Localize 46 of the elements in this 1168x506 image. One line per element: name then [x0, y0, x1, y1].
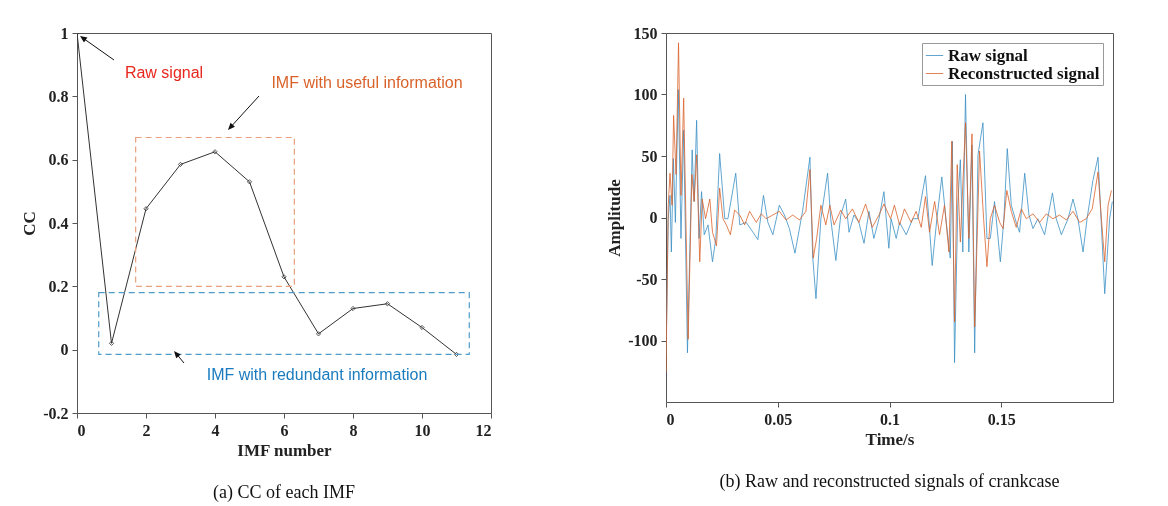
x-tick-label: 4	[211, 421, 220, 439]
y-tick-label: -100	[628, 332, 658, 349]
x-tick-label: 0.05	[764, 410, 793, 428]
y-tick-label: -0.2	[43, 404, 69, 422]
point	[315, 331, 322, 337]
y-tick-label: 150	[633, 24, 658, 42]
x-tick-label: 8	[349, 421, 358, 439]
point	[453, 351, 460, 357]
point	[246, 179, 253, 185]
text: (a) CC of each IMF	[213, 482, 355, 503]
y-tick-label: 0.8	[48, 87, 69, 105]
x-tick-label: 10	[414, 421, 431, 439]
y-tick-label: 1	[60, 24, 69, 42]
y-tick-label: 100	[633, 86, 658, 103]
y-tick-label: 0.6	[48, 151, 69, 169]
annotation: IMF with useful information	[271, 74, 463, 91]
point	[212, 149, 218, 155]
point	[384, 301, 391, 307]
y-tick-label: 0.4	[48, 214, 69, 232]
point	[108, 340, 115, 346]
point	[281, 274, 287, 280]
y-tick-label: 0.2	[48, 277, 69, 295]
x-tick-label: 12	[475, 421, 492, 439]
x-axis-title: IMF number	[237, 440, 333, 460]
x-axis-title: Time/s	[865, 429, 915, 449]
y-tick-label: 0	[649, 209, 658, 226]
y-axis-title: Amplitude	[605, 178, 625, 257]
point	[350, 305, 356, 312]
legend-label: Raw signal	[948, 45, 1029, 65]
point	[177, 161, 184, 167]
point	[419, 324, 425, 331]
y-tick-label: -50	[636, 270, 658, 288]
text: (b) Raw and reconstructed signals of crankcase	[719, 471, 1060, 492]
point	[143, 206, 149, 212]
x-tick-label: 2	[142, 421, 151, 439]
y-tick-label: 0	[60, 341, 69, 359]
annotation: IMF with redundant information	[206, 366, 428, 383]
line-series	[666, 42, 1112, 373]
x-tick-label: 0	[77, 421, 86, 439]
x-tick-label: 6	[280, 421, 289, 439]
x-tick-label: 0	[666, 410, 675, 428]
x-tick-label: 0.15	[987, 410, 1016, 428]
y-axis-title: CC	[20, 211, 40, 236]
y-tick-label: 50	[641, 147, 658, 165]
annotation: Raw signal	[124, 64, 204, 81]
x-tick-label: 0.1	[880, 410, 900, 428]
